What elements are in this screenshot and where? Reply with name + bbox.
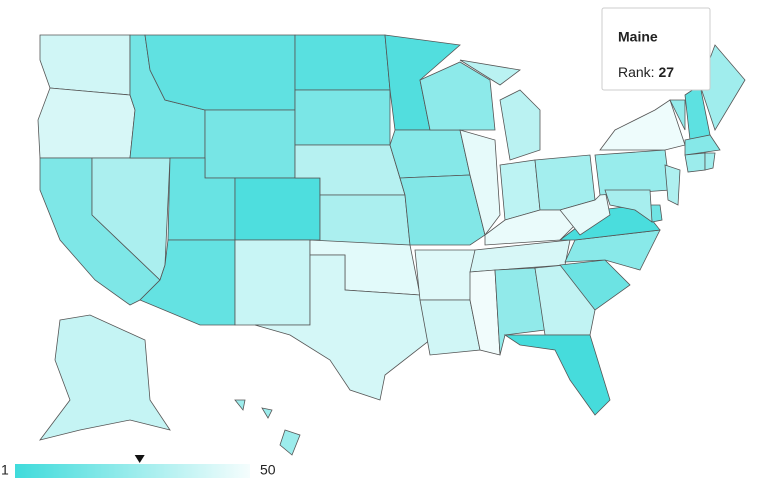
state-region — [319, 194, 411, 246]
state-region — [234, 399, 301, 456]
state-region — [204, 109, 296, 179]
state-region — [503, 334, 611, 416]
state-region — [469, 269, 501, 356]
state-region — [704, 152, 716, 171]
state-region — [599, 99, 686, 151]
state-region — [459, 129, 501, 236]
state-region — [389, 129, 471, 179]
tooltip-label: Rank: 27 — [618, 64, 674, 80]
state-region — [604, 189, 653, 223]
state-region — [594, 149, 671, 196]
state-region — [414, 249, 476, 301]
tooltip-box — [601, 7, 711, 91]
state-region — [39, 34, 131, 96]
legend-gradient — [15, 464, 250, 478]
state-region — [684, 134, 721, 156]
state-region — [419, 299, 481, 356]
state-region — [669, 99, 686, 131]
state-region — [684, 152, 706, 173]
states — [37, 34, 746, 456]
state-region — [559, 189, 611, 236]
state-region — [294, 34, 391, 91]
tooltip-title: Maine — [618, 29, 658, 45]
tooltip-value: 27 — [658, 64, 674, 80]
state-region — [664, 164, 681, 206]
state-region — [37, 87, 136, 159]
state-region — [564, 229, 661, 271]
state-region — [494, 267, 546, 356]
state-region — [234, 177, 321, 241]
tooltip: Maine Rank: 27 — [601, 7, 711, 91]
state-region — [534, 154, 596, 211]
legend-marker — [134, 455, 145, 463]
state-region — [499, 159, 541, 221]
state-region — [419, 61, 496, 131]
state-region — [234, 239, 311, 326]
tooltip-label-text: Rank: — [618, 64, 655, 80]
state-region — [559, 259, 631, 311]
state-region — [254, 254, 431, 401]
state-region — [294, 89, 391, 146]
state-region — [459, 59, 541, 161]
state-region — [39, 314, 171, 441]
legend-max: 50 — [260, 462, 276, 478]
legend-min: 1 — [1, 462, 9, 478]
state-region — [144, 34, 296, 111]
